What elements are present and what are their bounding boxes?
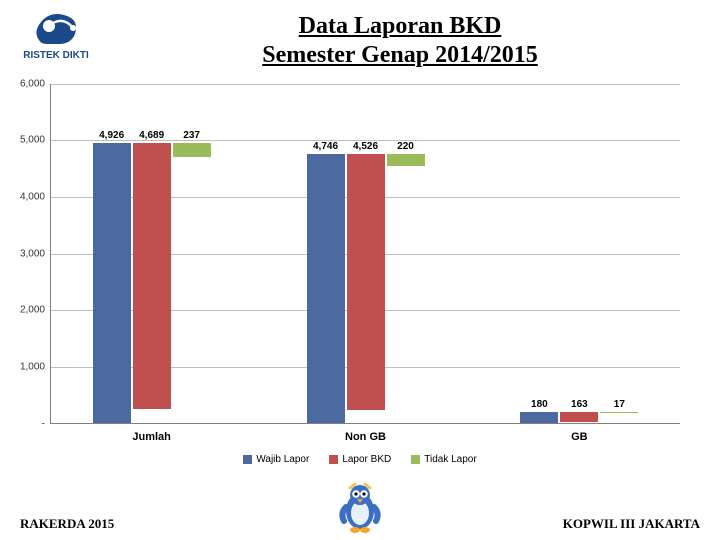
legend-swatch <box>329 455 338 464</box>
y-axis-label: 1,000 <box>20 361 51 372</box>
title-block: Data Laporan BKD Semester Genap 2014/201… <box>96 8 704 70</box>
bar-value-label: 180 <box>531 399 548 410</box>
bar: 220 <box>387 154 425 166</box>
bar-value-label: 163 <box>571 399 588 410</box>
bar: 163 <box>560 412 598 421</box>
bar: 4,746 <box>307 154 345 423</box>
footer-left-text: RAKERDA 2015 <box>20 516 114 532</box>
legend-label: Tidak Lapor <box>424 454 476 465</box>
y-axis-label: 6,000 <box>20 78 51 89</box>
bar: 4,526 <box>347 154 385 410</box>
category-label: GB <box>571 431 588 443</box>
footer: RAKERDA 2015 KOPWIL III JAKARTA <box>0 516 720 532</box>
footer-right-text: KOPWIL III JAKARTA <box>563 516 700 532</box>
legend-item: Tidak Lapor <box>411 454 476 465</box>
ristekdikti-logo-icon <box>29 8 83 48</box>
bar: 237 <box>173 143 211 156</box>
legend-label: Lapor BKD <box>342 454 391 465</box>
bar-group: 4,9264,689237Jumlah <box>93 143 211 422</box>
header: RISTEK DIKTI Data Laporan BKD Semester G… <box>0 0 720 74</box>
bar-value-label: 17 <box>614 399 625 410</box>
bar-group: 4,7464,526220Non GB <box>307 154 425 423</box>
logo-caption: RISTEK DIKTI <box>23 50 89 61</box>
bar-value-label: 4,526 <box>353 141 378 152</box>
category-label: Non GB <box>345 431 386 443</box>
bar-value-label: 4,746 <box>313 141 338 152</box>
page-title-line2: Semester Genap 2014/2015 <box>96 41 704 70</box>
bar-value-label: 4,689 <box>139 130 164 141</box>
bar: 180 <box>520 412 558 422</box>
legend-label: Wajib Lapor <box>256 454 309 465</box>
bar-value-label: 220 <box>397 141 414 152</box>
bar: 4,689 <box>133 143 171 409</box>
bar-chart: -1,0002,0003,0004,0005,0006,0004,9264,68… <box>50 84 680 424</box>
legend-item: Lapor BKD <box>329 454 391 465</box>
y-axis-label: 4,000 <box>20 191 51 202</box>
y-axis-label: 2,000 <box>20 305 51 316</box>
bar: 17 <box>600 412 638 413</box>
y-axis-label: - <box>42 418 51 429</box>
bar-value-label: 4,926 <box>99 130 124 141</box>
y-axis-label: 3,000 <box>20 248 51 259</box>
legend: Wajib Lapor Lapor BKD Tidak Lapor <box>0 454 720 465</box>
logo: RISTEK DIKTI <box>16 8 96 61</box>
bar-group: 18016317GB <box>520 412 638 422</box>
category-label: Jumlah <box>132 431 171 443</box>
page-title-line1: Data Laporan BKD <box>96 12 704 41</box>
gridline <box>51 84 680 85</box>
legend-swatch <box>411 455 420 464</box>
legend-swatch <box>243 455 252 464</box>
legend-item: Wajib Lapor <box>243 454 309 465</box>
bar-value-label: 237 <box>183 130 200 141</box>
y-axis-label: 5,000 <box>20 135 51 146</box>
bar: 4,926 <box>93 143 131 422</box>
